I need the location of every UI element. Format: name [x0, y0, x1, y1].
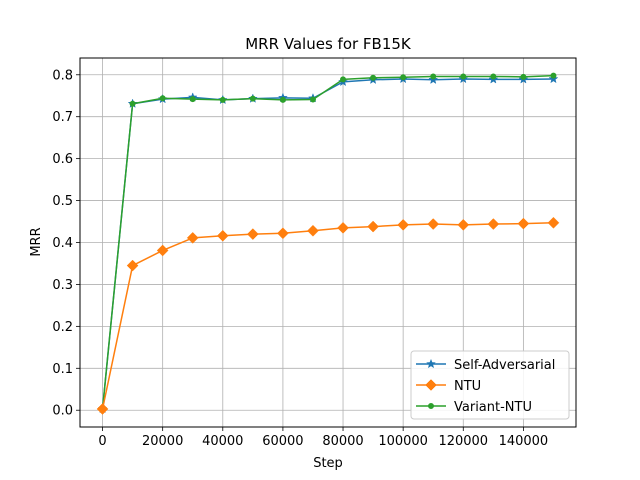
data-point — [219, 96, 226, 103]
legend-label: Self-Adversarial — [454, 358, 555, 373]
data-point — [367, 220, 379, 233]
series-ntu — [96, 216, 560, 415]
x-tick-label: 20000 — [142, 434, 183, 449]
data-point — [457, 219, 470, 231]
legend: Self-Adversarial NTU Variant-NTU — [410, 350, 570, 420]
legend-label: Variant-NTU — [454, 400, 532, 415]
data-point — [307, 224, 319, 237]
data-point — [400, 74, 407, 81]
series-line — [101, 222, 554, 410]
y-tick-label: 0.1 — [52, 362, 73, 377]
data-point — [427, 218, 440, 230]
y-axis-label: MRR — [29, 227, 44, 256]
data-point — [547, 216, 560, 229]
data-point — [216, 229, 229, 242]
legend-item: Variant-NTU — [416, 400, 532, 415]
y-tick-label: 0.6 — [52, 152, 73, 167]
legend-marker — [425, 379, 437, 391]
data-point — [370, 74, 377, 81]
chart-title: MRR Values for FB15K — [245, 35, 412, 53]
series-layer — [96, 72, 560, 415]
data-point — [460, 73, 467, 80]
data-point — [246, 228, 259, 240]
x-tick-label: 120000 — [438, 434, 488, 449]
y-tick-label: 0.2 — [52, 320, 73, 335]
data-point — [487, 218, 500, 230]
x-tick-label: 140000 — [499, 434, 549, 449]
data-point — [520, 73, 527, 80]
x-axis-label: Step — [313, 456, 343, 471]
y-tick-label: 0.8 — [52, 68, 73, 83]
data-point — [186, 232, 199, 244]
data-point — [279, 96, 286, 103]
y-tick-label: 0.7 — [52, 110, 73, 125]
ticks: 0 20000 40000 60000 80000 100000 120000 140000 0… — [52, 68, 548, 449]
data-point — [126, 259, 139, 272]
legend-marker — [426, 358, 436, 369]
data-point — [156, 244, 169, 257]
series-line — [101, 74, 554, 410]
data-point — [277, 227, 289, 240]
data-point — [96, 403, 109, 415]
x-tick-label: 100000 — [378, 434, 428, 449]
x-tick-label: 40000 — [202, 434, 243, 449]
y-tick-label: 0.3 — [52, 278, 73, 293]
x-tick-label: 0 — [98, 434, 106, 449]
y-tick-label: 0.0 — [52, 404, 73, 419]
data-point — [189, 96, 196, 103]
legend-item: NTU — [416, 379, 481, 394]
data-point — [340, 76, 347, 83]
legend-label: NTU — [454, 379, 481, 394]
data-point — [397, 219, 410, 231]
data-point — [430, 73, 437, 80]
data-point — [517, 217, 530, 230]
y-tick-label: 0.4 — [52, 236, 73, 251]
legend-box — [410, 350, 570, 420]
data-point — [129, 100, 136, 107]
data-point — [159, 95, 166, 102]
data-point — [550, 72, 557, 79]
x-tick-label: 80000 — [322, 434, 363, 449]
legend-item: Self-Adversarial — [416, 358, 555, 373]
x-tick-label: 60000 — [262, 434, 303, 449]
data-point — [249, 95, 256, 102]
data-point — [309, 96, 316, 103]
legend-marker — [428, 403, 434, 409]
y-tick-label: 0.5 — [52, 194, 73, 209]
data-point — [337, 221, 349, 234]
data-point — [490, 73, 497, 80]
